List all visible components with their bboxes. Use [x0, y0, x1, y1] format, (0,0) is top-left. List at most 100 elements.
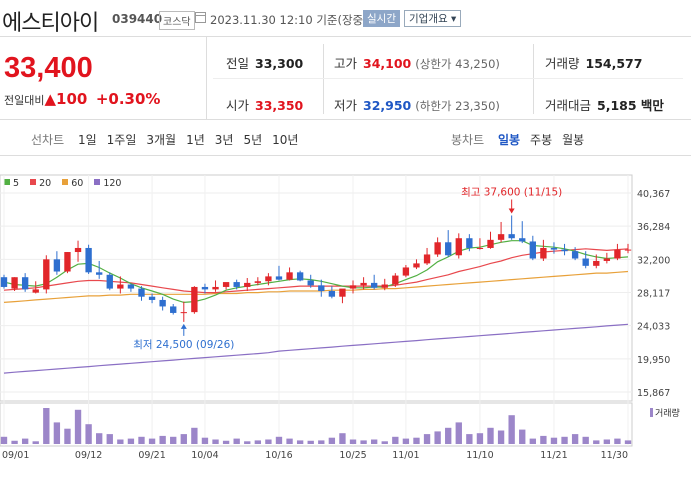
candle-body [370, 282, 378, 288]
candle-body [191, 286, 198, 313]
candle-body [624, 249, 632, 251]
tab-1d[interactable]: 1일 [77, 133, 97, 147]
volume-bar [561, 436, 568, 444]
line-chart-tabs: 선차트 1일 1주일 3개월 1년 3년 5년 10년 [26, 131, 303, 148]
chart-frame [0, 174, 633, 402]
volume-bar [466, 434, 473, 444]
company-info-dropdown[interactable]: 기업개요 ▾ [404, 10, 462, 27]
candle-body [43, 259, 50, 290]
volume-bar [244, 441, 251, 444]
min-price-label: 최저 24,500 (09/26) [133, 339, 234, 351]
candle-body [0, 277, 8, 287]
candle-body [85, 247, 92, 273]
candle-body [307, 280, 314, 286]
candle-body [53, 259, 61, 272]
candle-body [339, 288, 346, 297]
x-tick-label: 11/10 [466, 450, 493, 461]
volume-bar [434, 431, 441, 444]
max-arrow-head [508, 208, 515, 214]
tab-1y[interactable]: 1년 [186, 133, 205, 147]
prev-value: 33,300 [255, 56, 304, 71]
volume-bar [624, 440, 632, 444]
divider [0, 119, 691, 120]
volume-bar [85, 424, 92, 444]
low-price: 저가 32,950 (하한가 23,350) [334, 95, 500, 114]
volume-bar [593, 440, 600, 444]
candle-body [466, 238, 473, 248]
candle-body [349, 285, 357, 289]
x-tick-label: 09/12 [75, 450, 102, 461]
volume-bar [64, 428, 71, 444]
tab-monthly[interactable]: 월봉 [562, 133, 585, 147]
volume-bar [286, 438, 293, 444]
candle-body [170, 306, 177, 313]
candle-body [550, 247, 558, 250]
price-change: 전일대비▲100 +0.30% [4, 90, 160, 108]
tab-daily[interactable]: 일봉 [497, 133, 521, 147]
y-tick-label: 19,950 [637, 355, 670, 366]
open-price: 시가 33,350 [226, 95, 303, 114]
volume-bar [508, 415, 515, 444]
x-tick-label: 10/25 [339, 450, 366, 461]
y-tick-label: 15,867 [637, 388, 670, 399]
candle-body [11, 277, 18, 289]
legend-swatch [62, 179, 69, 185]
volume-bar [392, 436, 399, 444]
volume-bar [455, 422, 462, 444]
legend-swatch [30, 179, 37, 185]
tab-3y[interactable]: 3년 [214, 133, 234, 147]
volume-bar [21, 438, 29, 444]
ma60-line [3, 270, 629, 303]
high-value: 34,100 [363, 56, 412, 71]
volume-bar [32, 441, 39, 444]
amount-label: 거래대금 [545, 98, 592, 113]
candle-body [476, 247, 484, 249]
candle-body [328, 291, 336, 297]
legend-label: 5 [13, 178, 20, 189]
y-tick-label: 36,284 [637, 222, 670, 233]
candle-body [603, 258, 611, 261]
realtime-button[interactable]: 실시간 [363, 10, 400, 27]
tab-weekly[interactable]: 주봉 [530, 133, 553, 147]
volume-bar [614, 438, 621, 444]
legend-ma5: 5 [4, 178, 19, 189]
legend-ma20: 20 [30, 178, 51, 189]
ma5-line [3, 240, 629, 304]
legend-ma120: 120 [94, 178, 121, 189]
candle-body [180, 312, 187, 314]
candle-body [233, 282, 240, 287]
volume-legend-swatch [650, 408, 653, 417]
tab-5y[interactable]: 5년 [243, 133, 263, 147]
candle-body [423, 254, 431, 264]
market-badge: 코스닥 [159, 11, 195, 30]
volume-bar [550, 437, 558, 444]
volume-bar [349, 439, 357, 444]
candle-body [21, 277, 29, 290]
candle-body [402, 267, 410, 276]
candle-body [96, 272, 103, 275]
volume-bar [275, 436, 283, 444]
candle-body [106, 274, 113, 289]
tab-1w[interactable]: 1주일 [106, 133, 137, 147]
change-value: 100 [56, 90, 88, 108]
candle-body [392, 275, 399, 285]
volume-bar [519, 429, 526, 444]
tab-10y[interactable]: 10년 [272, 133, 299, 147]
volume-frame [0, 402, 633, 447]
tab-3m[interactable]: 3개월 [146, 133, 177, 147]
y-tick-label: 28,117 [637, 289, 670, 300]
candle-body [127, 284, 135, 289]
candle-body [64, 252, 71, 272]
candle-body [487, 239, 494, 248]
candle-body [74, 247, 82, 253]
ma120-line [3, 323, 629, 374]
volume-bar [328, 437, 336, 444]
volume-bar [159, 435, 166, 444]
y-tick-label: 24,033 [637, 322, 670, 333]
quote-datetime: 2023.11.30 12:10 기준(장중) [210, 12, 368, 28]
volume-bar [53, 422, 61, 444]
candle-body [286, 272, 293, 280]
candle-body [529, 241, 536, 259]
volume-bar [339, 433, 346, 444]
